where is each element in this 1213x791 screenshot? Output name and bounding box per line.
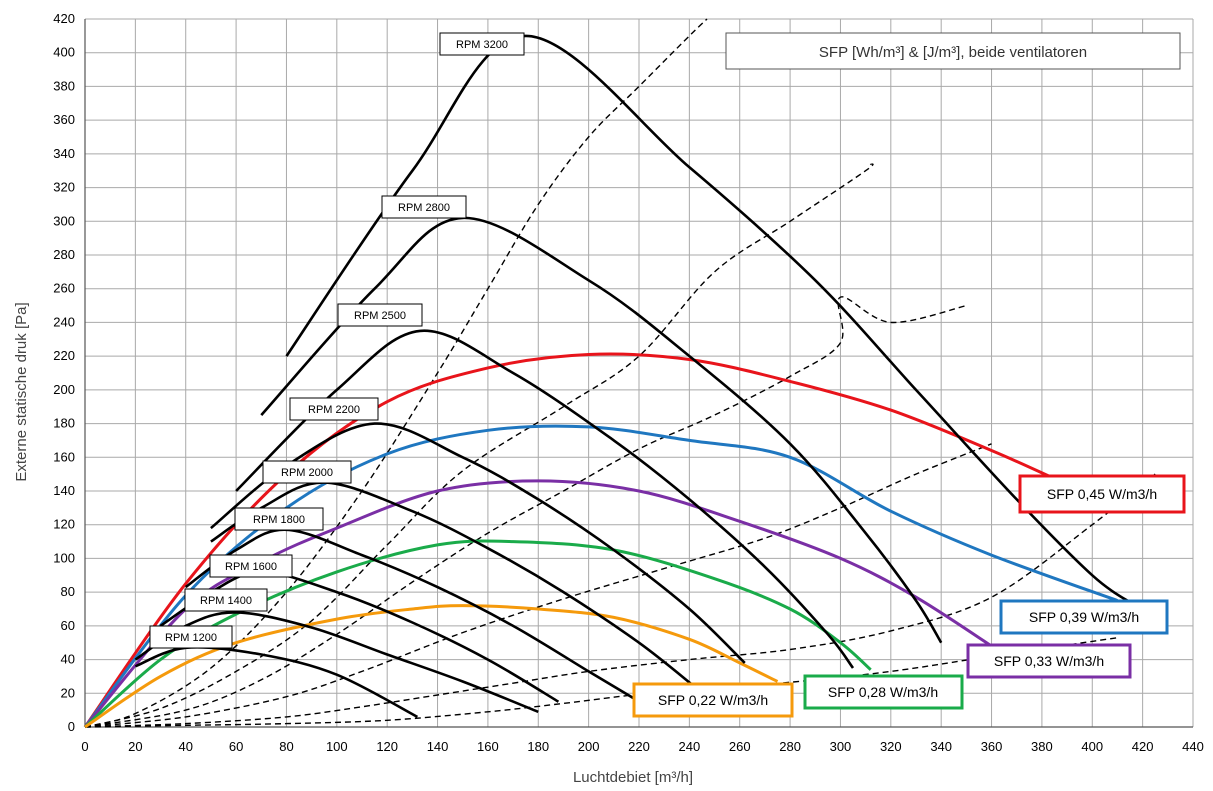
y-tick-label: 240 — [53, 314, 75, 329]
x-axis-title: Luchtdebiet [m³/h] — [573, 769, 693, 786]
y-tick-label: 420 — [53, 11, 75, 26]
rpm-label-2200: RPM 2200 — [289, 397, 379, 421]
rpm-label-text: RPM 2000 — [281, 467, 333, 479]
y-tick-label: 220 — [53, 348, 75, 363]
rpm-curve — [134, 646, 419, 719]
rpm-label-1200: RPM 1200 — [149, 625, 233, 649]
x-tick-label: 220 — [628, 739, 650, 754]
sfp-label-039: SFP 0,39 W/m3/h — [999, 599, 1169, 635]
x-tick-label: 20 — [128, 739, 142, 754]
rpm-label-1400: RPM 1400 — [184, 588, 268, 612]
system-curves — [84, 18, 1156, 728]
rpm-label-2500: RPM 2500 — [337, 303, 423, 327]
rpm-label-text: RPM 2800 — [398, 202, 450, 214]
sfp-label-text: SFP 0,45 W/m3/h — [1047, 486, 1157, 502]
rpm-label-3200: RPM 3200 — [439, 32, 525, 56]
y-tick-label: 80 — [61, 584, 75, 599]
y-tick-label: 380 — [53, 78, 75, 93]
y-tick-label: 120 — [53, 517, 75, 532]
x-tick-label: 200 — [578, 739, 600, 754]
x-tick-label: 320 — [880, 739, 902, 754]
sfp-curve — [84, 604, 779, 729]
rpm-label-2800: RPM 2800 — [381, 195, 467, 219]
y-tick-label: 20 — [61, 685, 75, 700]
rpm-curve — [285, 34, 1134, 605]
chart-title: SFP [Wh/m³] & [J/m³], beide ventilatoren — [819, 44, 1087, 61]
system-curve — [84, 163, 874, 728]
x-tick-label: 60 — [229, 739, 243, 754]
sfp-label-028: SFP 0,28 W/m3/h — [803, 674, 964, 710]
y-tick-label: 40 — [61, 652, 75, 667]
x-tick-label: 0 — [81, 739, 88, 754]
x-tick-label: 100 — [326, 739, 348, 754]
y-tick-label: 400 — [53, 45, 75, 60]
x-tick-label: 440 — [1182, 739, 1204, 754]
x-tick-label: 180 — [527, 739, 549, 754]
x-tick-label: 160 — [477, 739, 499, 754]
sfp-label-text: SFP 0,33 W/m3/h — [994, 653, 1104, 669]
y-tick-label: 200 — [53, 382, 75, 397]
x-tick-label: 360 — [981, 739, 1003, 754]
x-tick-label: 140 — [427, 739, 449, 754]
sfp-curves — [83, 352, 1119, 729]
y-tick-label: 140 — [53, 483, 75, 498]
y-tick-label: 360 — [53, 112, 75, 127]
rpm-curve — [235, 329, 855, 669]
x-tick-label: 120 — [376, 739, 398, 754]
sfp-curve — [83, 479, 998, 728]
y-axis-ticks: 0 20 40 60 80 100 120 140 160 180 200 220 240 260 280 3… — [53, 11, 75, 734]
rpm-curve — [260, 216, 943, 644]
sfp-label-text: SFP 0,28 W/m3/h — [828, 684, 938, 700]
sfp-label-text: SFP 0,39 W/m3/h — [1029, 609, 1139, 625]
rpm-label-1800: RPM 1800 — [234, 507, 324, 531]
system-curve — [84, 18, 708, 728]
x-tick-label: 240 — [679, 739, 701, 754]
x-tick-label: 280 — [779, 739, 801, 754]
y-tick-label: 340 — [53, 146, 75, 161]
sfp-label-022: SFP 0,22 W/m3/h — [632, 682, 794, 718]
y-tick-label: 0 — [68, 719, 75, 734]
x-tick-label: 80 — [279, 739, 293, 754]
x-axis-ticks: 0 20 40 60 80 100 120 140 160 180 200 220 240 260 280 3… — [81, 739, 1203, 754]
sfp-label-045: SFP 0,45 W/m3/h — [1018, 474, 1186, 514]
x-tick-label: 340 — [930, 739, 952, 754]
rpm-curve — [184, 528, 638, 702]
system-curve — [84, 637, 1118, 728]
x-tick-label: 420 — [1132, 739, 1154, 754]
y-tick-label: 260 — [53, 281, 75, 296]
rpm-curves — [134, 34, 1134, 719]
rpm-label-2000: RPM 2000 — [262, 460, 352, 484]
sfp-curve — [83, 424, 1119, 728]
y-tick-label: 180 — [53, 416, 75, 431]
rpm-label-1600: RPM 1600 — [209, 554, 293, 578]
rpm-label-text: RPM 2500 — [354, 310, 406, 322]
sfp-label-033: SFP 0,33 W/m3/h — [966, 643, 1132, 679]
rpm-label-text: RPM 1600 — [225, 561, 277, 573]
rpm-label-text: RPM 2200 — [308, 404, 360, 416]
x-tick-label: 260 — [729, 739, 751, 754]
rpm-label-text: RPM 1400 — [200, 595, 252, 607]
y-tick-label: 60 — [61, 618, 75, 633]
x-tick-label: 40 — [178, 739, 192, 754]
sfp-label-text: SFP 0,22 W/m3/h — [658, 692, 768, 708]
x-tick-label: 380 — [1031, 739, 1053, 754]
rpm-label-text: RPM 1800 — [253, 514, 305, 526]
rpm-label-text: RPM 1200 — [165, 632, 217, 644]
y-tick-label: 320 — [53, 180, 75, 195]
x-tick-label: 400 — [1081, 739, 1103, 754]
rpm-label-text: RPM 3200 — [456, 39, 508, 51]
y-tick-label: 100 — [53, 550, 75, 565]
sfp-curve — [83, 352, 1053, 728]
x-tick-label: 300 — [830, 739, 852, 754]
y-axis-title: Externe statische druk [Pa] — [13, 302, 30, 481]
y-tick-label: 160 — [53, 449, 75, 464]
y-tick-label: 280 — [53, 247, 75, 262]
rpm-curve — [210, 481, 696, 688]
y-tick-label: 300 — [53, 213, 75, 228]
chart-title-box: SFP [Wh/m³] & [J/m³], beide ventilatoren — [725, 32, 1181, 70]
